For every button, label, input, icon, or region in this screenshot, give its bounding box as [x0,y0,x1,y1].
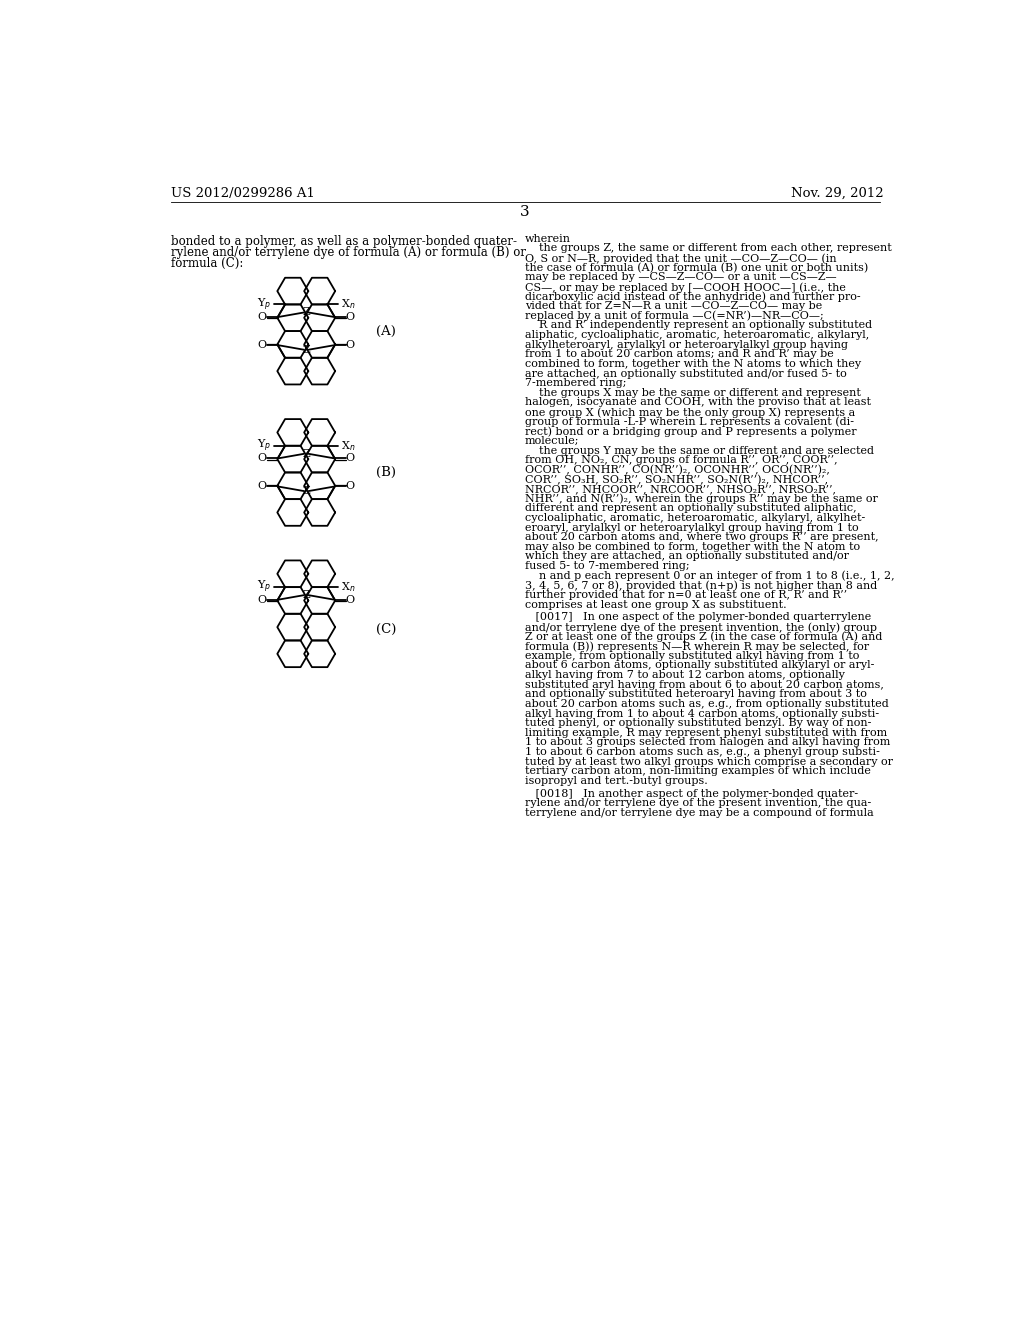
Text: Y$_p$: Y$_p$ [257,296,271,313]
Text: O: O [346,482,355,491]
Text: the groups X may be the same or different and represent: the groups X may be the same or differen… [524,388,861,397]
Text: O: O [346,454,355,463]
Text: combined to form, together with the N atoms to which they: combined to form, together with the N at… [524,359,861,370]
Text: Z: Z [302,590,310,601]
Text: O: O [346,312,355,322]
Text: CS—, or may be replaced by [—COOH HOOC—] (i.e., the: CS—, or may be replaced by [—COOH HOOC—]… [524,282,846,293]
Text: US 2012/0299286 A1: US 2012/0299286 A1 [171,186,314,199]
Text: Z: Z [302,486,310,496]
Text: from OH, NO₂, CN, groups of formula R’’, OR’’, COOR’’,: from OH, NO₂, CN, groups of formula R’’,… [524,455,838,465]
Text: one group X (which may be the only group X) represents a: one group X (which may be the only group… [524,407,855,417]
Text: the groups Y may be the same or different and are selected: the groups Y may be the same or differen… [524,446,873,455]
Text: replaced by a unit of formula —C(=NR’)—NR—CO—;: replaced by a unit of formula —C(=NR’)—N… [524,312,823,322]
Text: O, S or N—R, provided that the unit —CO—Z—CO— (in: O, S or N—R, provided that the unit —CO—… [524,253,837,264]
Text: Y$_p$: Y$_p$ [257,437,271,454]
Text: 1 to about 6 carbon atoms such as, e.g., a phenyl group substi-: 1 to about 6 carbon atoms such as, e.g.,… [524,747,880,758]
Text: eroaryl, arylalkyl or heteroarylalkyl group having from 1 to: eroaryl, arylalkyl or heteroarylalkyl gr… [524,523,858,532]
Text: group of formula -L-P wherein L represents a covalent (di-: group of formula -L-P wherein L represen… [524,417,854,428]
Text: halogen, isocyanate and COOH, with the proviso that at least: halogen, isocyanate and COOH, with the p… [524,397,870,408]
Text: Z: Z [302,308,310,318]
Text: n and p each represent 0 or an integer of from 1 to 8 (i.e., 1, 2,: n and p each represent 0 or an integer o… [524,570,894,581]
Text: alkyl having from 1 to about 4 carbon atoms, optionally substi-: alkyl having from 1 to about 4 carbon at… [524,709,879,718]
Text: formula (C):: formula (C): [171,257,243,271]
Text: (B): (B) [376,466,396,479]
Text: (C): (C) [376,623,396,636]
Text: O: O [258,482,267,491]
Text: limiting example, R may represent phenyl substituted with from: limiting example, R may represent phenyl… [524,727,887,738]
Text: rect) bond or a bridging group and P represents a polymer: rect) bond or a bridging group and P rep… [524,426,856,437]
Text: 7-membered ring;: 7-membered ring; [524,379,627,388]
Text: the groups Z, the same or different from each other, represent: the groups Z, the same or different from… [524,243,892,253]
Text: 3: 3 [520,206,529,219]
Text: the case of formula (A) or formula (B) one unit or both units): the case of formula (A) or formula (B) o… [524,263,868,273]
Text: isopropyl and tert.-butyl groups.: isopropyl and tert.-butyl groups. [524,776,708,785]
Text: O: O [346,341,355,350]
Text: are attached, an optionally substituted and/or fused 5- to: are attached, an optionally substituted … [524,368,847,379]
Text: from 1 to about 20 carbon atoms; and R and R’ may be: from 1 to about 20 carbon atoms; and R a… [524,350,834,359]
Text: alkyl having from 7 to about 12 carbon atoms, optionally: alkyl having from 7 to about 12 carbon a… [524,671,845,680]
Text: rylene and/or terrylene dye of formula (A) or formula (B) or: rylene and/or terrylene dye of formula (… [171,246,525,259]
Text: tuted phenyl, or optionally substituted benzyl. By way of non-: tuted phenyl, or optionally substituted … [524,718,871,729]
Text: O: O [258,595,267,605]
Text: dicarboxylic acid instead of the anhydride) and further pro-: dicarboxylic acid instead of the anhydri… [524,292,860,302]
Text: substituted aryl having from about 6 to about 20 carbon atoms,: substituted aryl having from about 6 to … [524,680,884,689]
Text: tuted by at least two alkyl groups which comprise a secondary or: tuted by at least two alkyl groups which… [524,756,893,767]
Text: [0017]   In one aspect of the polymer-bonded quarterrylene: [0017] In one aspect of the polymer-bond… [524,612,871,622]
Text: and/or terrylene dye of the present invention, the (only) group: and/or terrylene dye of the present inve… [524,622,877,632]
Text: Nov. 29, 2012: Nov. 29, 2012 [791,186,884,199]
Text: 1 to about 3 groups selected from halogen and alkyl having from: 1 to about 3 groups selected from haloge… [524,738,890,747]
Text: (A): (A) [376,325,396,338]
Text: X$_n$: X$_n$ [341,438,355,453]
Text: comprises at least one group X as substituent.: comprises at least one group X as substi… [524,599,786,610]
Text: bonded to a polymer, as well as a polymer-bonded quater-: bonded to a polymer, as well as a polyme… [171,235,517,248]
Text: may be replaced by —CS—Z—CO— or a unit —CS—Z—: may be replaced by —CS—Z—CO— or a unit —… [524,272,837,282]
Text: terrylene and/or terrylene dye may be a compound of formula: terrylene and/or terrylene dye may be a … [524,808,873,818]
Text: about 20 carbon atoms and, where two groups R’’ are present,: about 20 carbon atoms and, where two gro… [524,532,879,543]
Text: vided that for Z=N—R a unit —CO—Z—CO— may be: vided that for Z=N—R a unit —CO—Z—CO— ma… [524,301,822,312]
Text: Z or at least one of the groups Z (in the case of formula (A) and: Z or at least one of the groups Z (in th… [524,631,882,642]
Text: X$_n$: X$_n$ [341,297,355,312]
Text: [0018]   In another aspect of the polymer-bonded quater-: [0018] In another aspect of the polymer-… [524,788,858,799]
Text: which they are attached, an optionally substituted and/or: which they are attached, an optionally s… [524,552,849,561]
Text: O: O [258,341,267,350]
Text: about 20 carbon atoms such as, e.g., from optionally substituted: about 20 carbon atoms such as, e.g., fro… [524,700,889,709]
Text: NHR’’, and N(R’’)₂, wherein the groups R’’ may be the same or: NHR’’, and N(R’’)₂, wherein the groups R… [524,494,878,504]
Text: fused 5- to 7-membered ring;: fused 5- to 7-membered ring; [524,561,689,572]
Text: cycloaliphatic, aromatic, heteroaromatic, alkylaryl, alkylhet-: cycloaliphatic, aromatic, heteroaromatic… [524,513,865,523]
Text: O: O [258,312,267,322]
Text: Z: Z [302,449,310,459]
Text: O: O [346,595,355,605]
Text: X$_n$: X$_n$ [341,581,355,594]
Text: wherein: wherein [524,234,570,244]
Text: about 6 carbon atoms, optionally substituted alkylaryl or aryl-: about 6 carbon atoms, optionally substit… [524,660,874,671]
Text: further provided that for n=0 at least one of R, R’ and R’’: further provided that for n=0 at least o… [524,590,847,601]
Text: molecule;: molecule; [524,436,580,446]
Text: COR’’, SO₃H, SO₂R’’, SO₂NHR’’, SO₂N(R’’)₂, NHCOR’’,: COR’’, SO₃H, SO₂R’’, SO₂NHR’’, SO₂N(R’’)… [524,474,828,484]
Text: tertiary carbon atom, non-limiting examples of which include: tertiary carbon atom, non-limiting examp… [524,767,870,776]
Text: different and represent an optionally substituted aliphatic,: different and represent an optionally su… [524,503,856,513]
Text: formula (B)) represents N—R wherein R may be selected, for: formula (B)) represents N—R wherein R ma… [524,642,869,652]
Text: alkylheteroaryl, arylalkyl or heteroarylalkyl group having: alkylheteroaryl, arylalkyl or heteroaryl… [524,339,848,350]
Text: Z: Z [302,345,310,355]
Text: R and R’ independently represent an optionally substituted: R and R’ independently represent an opti… [524,321,871,330]
Text: rylene and/or terrylene dye of the present invention, the qua-: rylene and/or terrylene dye of the prese… [524,799,871,808]
Text: and optionally substituted heteroaryl having from about 3 to: and optionally substituted heteroaryl ha… [524,689,866,700]
Text: OCOR’’, CONHR’’, CO(NR’’)₂, OCONHR’’, OCO(NR’’)₂,: OCOR’’, CONHR’’, CO(NR’’)₂, OCONHR’’, OC… [524,465,829,475]
Text: Y$_p$: Y$_p$ [257,579,271,595]
Text: aliphatic, cycloaliphatic, aromatic, heteroaromatic, alkylaryl,: aliphatic, cycloaliphatic, aromatic, het… [524,330,869,341]
Text: O: O [258,454,267,463]
Text: 3, 4, 5, 6, 7 or 8), provided that (n+p) is not higher than 8 and: 3, 4, 5, 6, 7 or 8), provided that (n+p)… [524,581,877,591]
Text: may also be combined to form, together with the N atom to: may also be combined to form, together w… [524,543,860,552]
Text: example, from optionally substituted alkyl having from 1 to: example, from optionally substituted alk… [524,651,859,661]
Text: NRCOR’’, NHCOOR’’, NRCOOR’’, NHSO₂R’’, NRSO₂R’’,: NRCOR’’, NHCOOR’’, NRCOOR’’, NHSO₂R’’, N… [524,484,836,494]
